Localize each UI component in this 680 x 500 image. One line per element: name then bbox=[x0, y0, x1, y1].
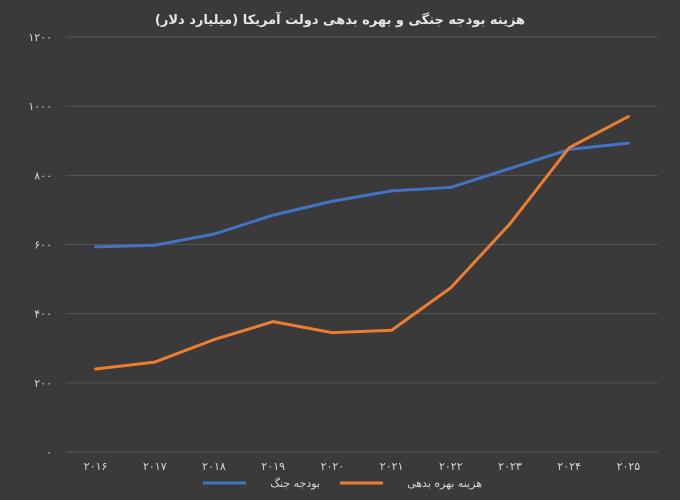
x-tick-label: ۲۰۲۳ bbox=[498, 460, 522, 473]
y-tick-label: ۱۰۰۰ bbox=[28, 100, 52, 113]
legend-label: هزینه بهره بدهی bbox=[407, 477, 482, 490]
x-tick-label: ۲۰۲۰ bbox=[321, 460, 345, 473]
series-line-0 bbox=[94, 141, 630, 249]
y-tick-label: ۲۰۰ bbox=[34, 377, 52, 390]
x-tick-label: ۲۰۱۶ bbox=[84, 460, 108, 473]
x-axis-ticks: ۲۰۱۶ ۲۰۱۷ ۲۰۱۸ ۲۰۱۹ ۲۰۲۰ ۲۰۲۱ ۲۰۲۲ ۲۰۲۳ ۲۰۲۴ ۲۰۲۵ bbox=[84, 460, 641, 473]
x-tick-label: ۲۰۲۵ bbox=[617, 460, 641, 473]
y-axis-ticks: ۰ ۲۰۰ ۴۰۰ ۶۰۰ ۸۰۰ ۱۰۰۰ ۱۲۰۰ bbox=[28, 31, 52, 459]
x-tick-label: ۲۰۲۱ bbox=[380, 460, 404, 473]
y-tick-label: ۰ bbox=[46, 446, 52, 459]
x-tick-label: ۲۰۱۸ bbox=[202, 460, 226, 473]
y-tick-label: ۶۰۰ bbox=[34, 239, 52, 252]
legend: بودجه جنگ هزینه بهره بدهی bbox=[203, 477, 482, 490]
series-line-1 bbox=[94, 115, 630, 371]
legend-label: بودجه جنگ bbox=[270, 477, 320, 490]
y-tick-label: ۴۰۰ bbox=[34, 308, 52, 321]
y-tick-label: ۱۲۰۰ bbox=[28, 31, 52, 44]
chart-title: هزینه بودجه جنگی و بهره بدهی دولت آمریکا… bbox=[155, 11, 525, 28]
y-tick-label: ۸۰۰ bbox=[34, 169, 52, 182]
x-tick-label: ۲۰۲۲ bbox=[439, 460, 463, 473]
x-tick-label: ۲۰۱۹ bbox=[261, 460, 285, 473]
x-tick-label: ۲۰۲۴ bbox=[557, 460, 581, 473]
x-tick-label: ۲۰۱۷ bbox=[143, 460, 167, 473]
series-layer bbox=[94, 115, 630, 371]
